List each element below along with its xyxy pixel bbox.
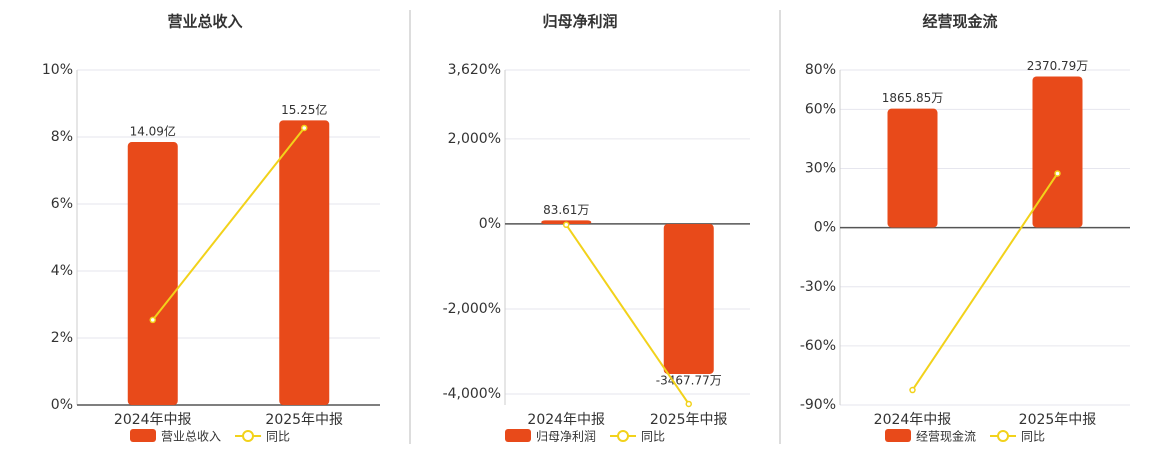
chart-title: 归母净利润 — [542, 13, 617, 31]
point — [563, 221, 570, 229]
bar — [1032, 76, 1083, 228]
x-tick-label: 2024年中报 — [114, 412, 192, 428]
chart-title: 经营现金流 — [922, 13, 997, 31]
y-tick-label: -2,000% — [443, 301, 501, 317]
point — [1054, 170, 1061, 177]
value-label: 14.09亿 — [130, 124, 176, 139]
y-tick-label: -4,000% — [443, 386, 501, 402]
bar — [127, 142, 178, 405]
point — [685, 400, 692, 408]
y-tick-label: -30% — [800, 279, 836, 295]
legend-swatch — [997, 430, 1010, 442]
y-tick-label: 3,620% — [448, 62, 501, 78]
y-tick-label: 0% — [814, 220, 836, 236]
value-label: 83.61万 — [543, 203, 589, 217]
line — [565, 224, 690, 405]
x-tick-label: 2024年中报 — [527, 412, 605, 428]
chart-title: 营业总收入 — [167, 13, 242, 31]
legend-swatch — [617, 430, 630, 442]
legend-swatch — [505, 429, 531, 442]
value-label: 15.25亿 — [281, 102, 327, 117]
bar — [887, 108, 938, 228]
y-tick-label: 30% — [805, 161, 836, 177]
x-tick-label: 2025年中报 — [265, 412, 343, 428]
legend-label: 营业总收入 — [161, 430, 221, 444]
point — [301, 124, 308, 132]
x-tick-label: 2025年中报 — [1019, 412, 1097, 428]
y-tick-label: -90% — [800, 397, 836, 413]
y-tick-label: 60% — [805, 101, 836, 117]
y-tick-label: 2,000% — [448, 131, 501, 147]
legend-label: 经营现金流 — [916, 429, 976, 444]
y-tick-label: 0% — [51, 397, 73, 413]
y-tick-label: -60% — [800, 338, 836, 354]
point — [149, 316, 156, 324]
y-tick-label: 6% — [51, 196, 73, 212]
legend-label: 归母净利润 — [536, 430, 596, 444]
value-label: -3467.77万 — [656, 373, 722, 387]
point — [909, 386, 916, 394]
y-tick-label: 8% — [51, 129, 73, 145]
y-tick-label: 0% — [479, 216, 501, 232]
legend-label: 同比 — [266, 430, 290, 444]
legend-label: 同比 — [641, 430, 665, 444]
y-tick-label: 2% — [51, 330, 73, 346]
y-tick-label: 4% — [51, 263, 73, 279]
line — [151, 127, 306, 321]
legend-swatch — [130, 429, 156, 442]
line — [911, 172, 1059, 391]
value-label: 2370.79万 — [1027, 59, 1089, 73]
y-tick-label: 80% — [805, 62, 836, 78]
legend-swatch — [885, 429, 911, 442]
legend-swatch — [242, 430, 255, 442]
y-tick-label: 10% — [42, 62, 73, 78]
bar — [279, 120, 330, 406]
x-tick-label: 2025年中报 — [650, 412, 728, 428]
bar — [663, 223, 714, 374]
legend-label: 同比 — [1021, 430, 1045, 444]
x-tick-label: 2024年中报 — [874, 412, 952, 428]
value-label: 1865.85万 — [882, 91, 944, 105]
